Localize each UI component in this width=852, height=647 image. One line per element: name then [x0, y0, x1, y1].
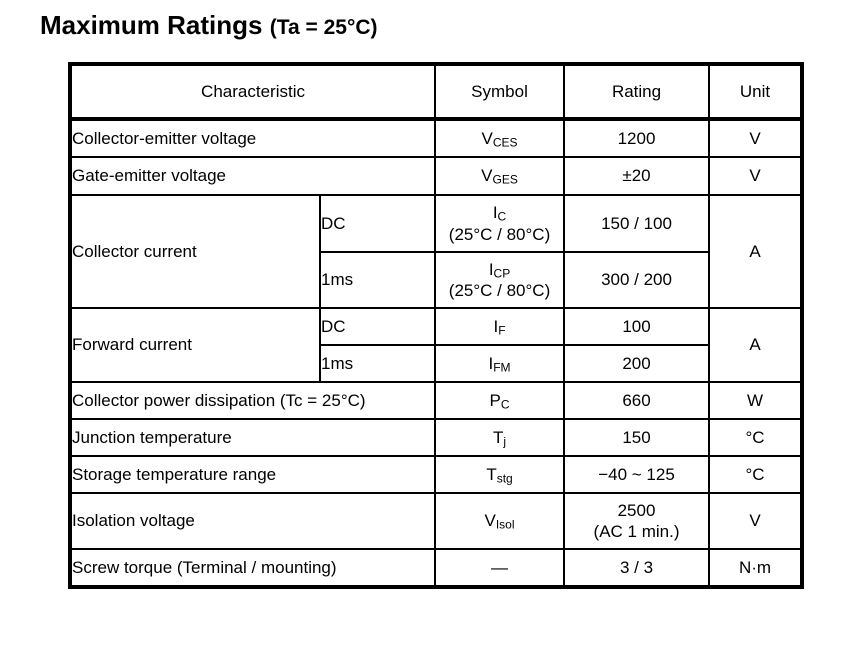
- cell-symbol: VGES: [434, 156, 566, 196]
- cell-characteristic: Isolation voltage: [68, 492, 437, 550]
- table-row-collector-power-dissipation: Collector power dissipation (Tc = 25°C) …: [68, 381, 804, 420]
- cell-characteristic: Junction temperature: [68, 418, 437, 457]
- cell-unit: V: [708, 492, 804, 550]
- cell-rating: ±20: [563, 156, 711, 196]
- table-row-storage-temperature: Storage temperature range Tstg −40 ~ 125…: [68, 455, 804, 494]
- cell-condition: 1ms: [318, 344, 437, 383]
- cell-symbol: IC (25°C / 80°C): [434, 194, 566, 253]
- cell-symbol: IF: [434, 307, 566, 346]
- cell-characteristic: Collector-emitter voltage: [68, 118, 437, 158]
- cell-unit: A: [708, 194, 804, 309]
- table-row-collector-current-dc: Collector current DC IC (25°C / 80°C) 15…: [69, 194, 804, 309]
- cell-symbol: —: [434, 548, 566, 588]
- cell-unit: N·m: [708, 548, 804, 588]
- table-header-row: Characteristic Symbol Rating Unit: [68, 63, 804, 121]
- cell-unit: °C: [708, 455, 804, 494]
- cell-characteristic: Screw torque (Terminal / mounting): [68, 548, 437, 588]
- cell-symbol: Tj: [434, 418, 566, 457]
- cell-rating: 3 / 3: [563, 548, 711, 588]
- cell-characteristic: Collector power dissipation (Tc = 25°C): [68, 381, 437, 420]
- page-title-main: Maximum Ratings: [40, 10, 263, 40]
- cell-symbol: ICP (25°C / 80°C): [434, 251, 566, 309]
- cell-symbol: VIsol: [434, 492, 566, 550]
- table-row-isolation-voltage: Isolation voltage VIsol 2500 (AC 1 min.)…: [68, 492, 804, 550]
- header-characteristic: Characteristic: [68, 63, 437, 121]
- cell-unit: V: [708, 118, 804, 158]
- cell-symbol: Tstg: [434, 455, 566, 494]
- page-title-condition: (Ta = 25°C): [269, 16, 378, 39]
- cell-rating: −40 ~ 125: [563, 455, 711, 494]
- cell-characteristic: Collector current: [69, 194, 321, 309]
- table-row-collector-current-pulse: 1ms ICP (25°C / 80°C) 300 / 200: [70, 251, 802, 309]
- table-row-junction-temperature: Junction temperature Tj 150 °C: [68, 418, 804, 457]
- cell-symbol: VCES: [434, 118, 566, 158]
- table-row-gate-emitter-voltage: Gate-emitter voltage VGES ±20 V: [68, 156, 804, 196]
- symbol-note: (25°C / 80°C): [448, 224, 551, 244]
- cell-rating: 150: [563, 418, 711, 457]
- header-rating: Rating: [563, 63, 711, 121]
- cell-rating: 150 / 100: [563, 194, 711, 253]
- cell-rating: 660: [563, 381, 711, 420]
- cell-characteristic: Forward current: [69, 307, 321, 383]
- cell-condition: DC: [318, 307, 437, 346]
- cell-symbol: IFM: [434, 344, 566, 383]
- header-symbol: Symbol: [434, 63, 566, 121]
- maximum-ratings-table: Characteristic Symbol Rating Unit Collec…: [68, 62, 805, 589]
- symbol-note: (25°C / 80°C): [448, 281, 551, 300]
- cell-symbol: PC: [434, 381, 566, 420]
- cell-unit: W: [708, 381, 804, 420]
- table-row-forward-current-dc: Forward current DC IF 100 A: [69, 307, 804, 383]
- cell-condition: DC: [318, 194, 437, 253]
- page-title: Maximum Ratings (Ta = 25°C): [40, 10, 378, 41]
- cell-characteristic: Storage temperature range: [68, 455, 437, 494]
- cell-unit: °C: [708, 418, 804, 457]
- cell-rating: 300 / 200: [563, 251, 711, 309]
- cell-characteristic: Gate-emitter voltage: [68, 156, 437, 196]
- table-row-collector-emitter-voltage: Collector-emitter voltage VCES 1200 V: [68, 118, 804, 158]
- cell-unit: V: [708, 156, 804, 196]
- cell-unit: A: [708, 307, 804, 383]
- header-unit: Unit: [708, 63, 804, 121]
- table-row-forward-current-pulse: 1ms IFM 200: [70, 344, 802, 383]
- cell-rating: 200: [563, 344, 711, 383]
- table-row-screw-torque: Screw torque (Terminal / mounting) — 3 /…: [68, 548, 804, 588]
- cell-rating: 2500 (AC 1 min.): [563, 492, 711, 550]
- cell-rating: 1200: [563, 118, 711, 158]
- cell-condition: 1ms: [318, 251, 437, 309]
- cell-rating: 100: [563, 307, 711, 346]
